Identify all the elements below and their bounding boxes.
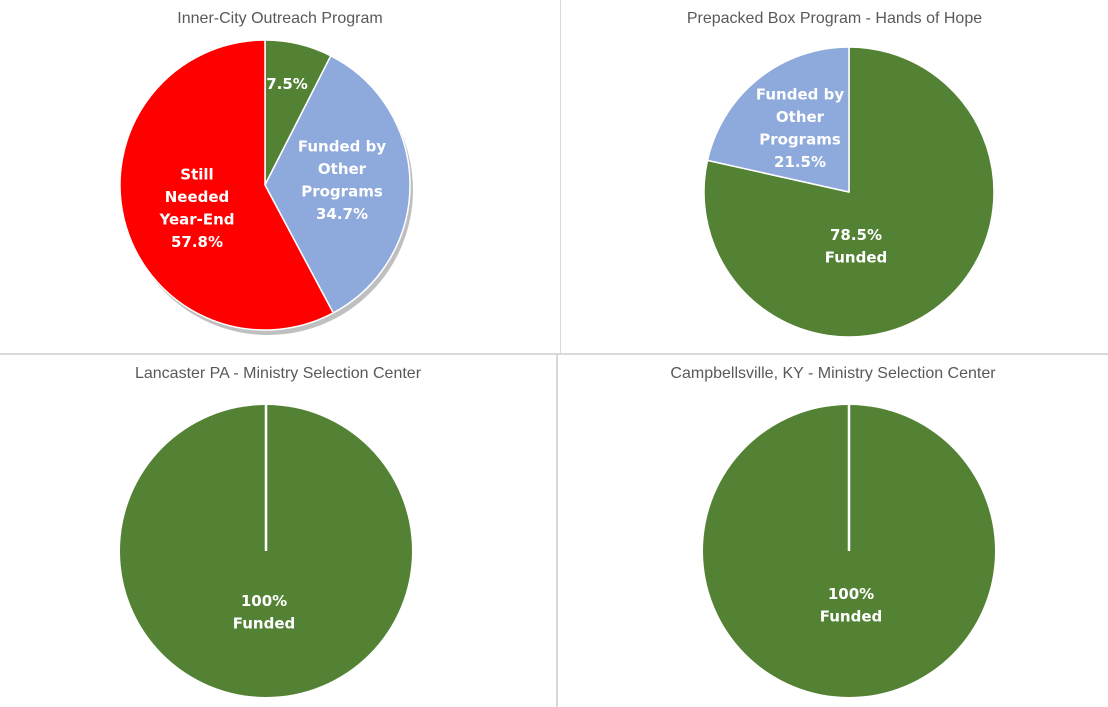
chart-panel-prepacked-box: Prepacked Box Program - Hands of Hope 78…: [561, 0, 1108, 353]
data-label-funded-by-other-programs: Funded by Other Programs 34.7%: [298, 137, 386, 223]
chart-title: Campbellsville, KY - Ministry Selection …: [670, 365, 996, 382]
chart-panel-campbellsville: Campbellsville, KY - Ministry Selection …: [558, 355, 1108, 707]
pie-chart-lancaster: 100% Funded: [120, 405, 412, 697]
data-label-funded: 78.5% Funded: [825, 226, 888, 267]
chart-panel-inner-city: Inner-City Outreach Program 7.5% Funded b…: [0, 0, 560, 353]
data-label-funded: 100% Funded: [233, 592, 296, 633]
vertical-divider-top: [559, 0, 561, 353]
data-label-funded: 100% Funded: [820, 585, 883, 626]
horizontal-divider: [0, 353, 1108, 355]
pie-slice-funded-by-other-programs: [264, 55, 411, 314]
chart-title: Prepacked Box Program - Hands of Hope: [686, 10, 983, 27]
chart-panel-lancaster: Lancaster PA - Ministry Selection Center…: [0, 355, 556, 707]
chart-title: Inner-City Outreach Program: [177, 10, 383, 27]
pie-chart-prepacked-box: 78.5% Funded Funded by Other Programs 21.5%: [703, 46, 995, 338]
pie-chart-campbellsville: 100% Funded: [703, 405, 995, 697]
data-label-funded-by-other-programs: Funded by Other Programs 21.5%: [756, 85, 844, 171]
data-label-funded: 7.5%: [266, 75, 308, 93]
pie-slice-still-needed-year-end: [119, 39, 335, 331]
pie-slice-funded-by-other-programs: [706, 46, 850, 193]
data-label-still-needed-year-end: Still Needed Year-End 57.8%: [158, 165, 234, 251]
vertical-divider-bottom: [556, 354, 558, 707]
chart-title: Lancaster PA - Ministry Selection Center: [134, 365, 422, 382]
pie-chart-inner-city: 7.5% Funded by Other Programs 34.7% Still Need…: [119, 39, 413, 335]
